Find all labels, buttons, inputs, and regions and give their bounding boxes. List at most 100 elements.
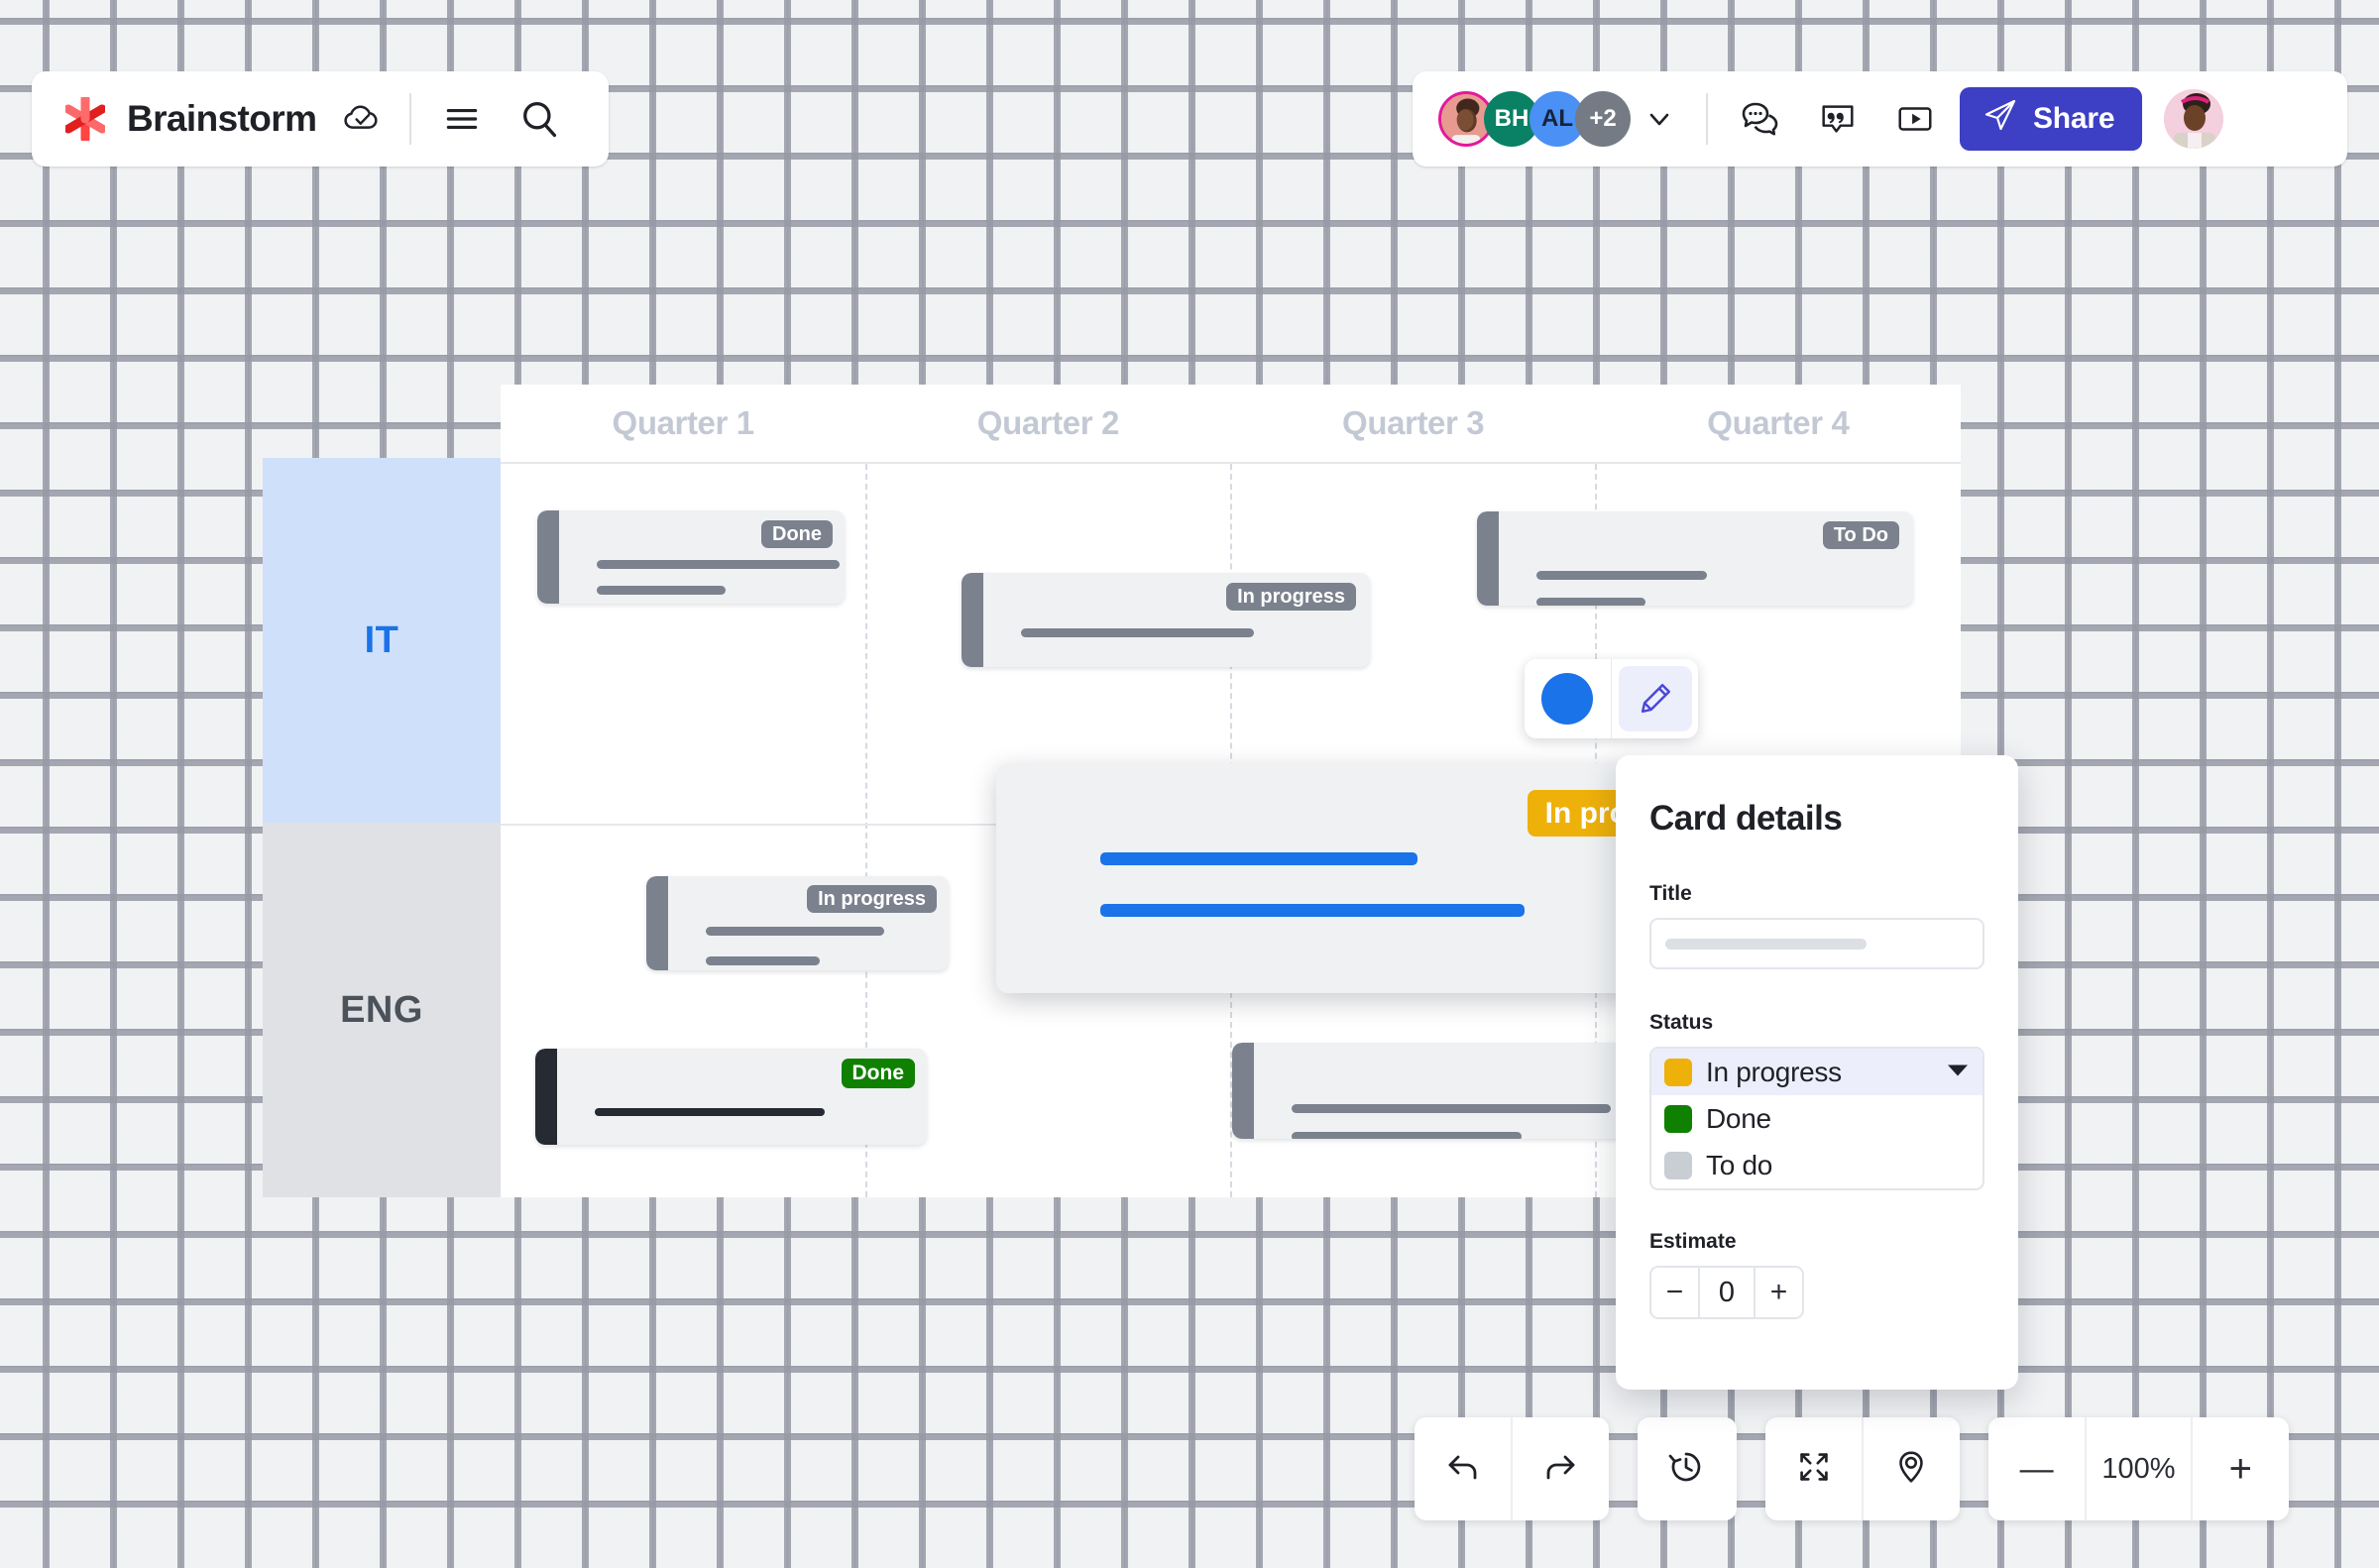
card-accent-bar: [537, 510, 559, 604]
board-card[interactable]: In progress: [962, 573, 1370, 667]
chevron-down-icon[interactable]: [1646, 106, 1672, 132]
swimlane-label-text: IT: [364, 618, 399, 661]
header-divider: [1706, 93, 1708, 145]
map-pin-button[interactable]: [1864, 1417, 1960, 1520]
status-option-label: To do: [1706, 1149, 1772, 1180]
card-text-line: [706, 927, 884, 936]
board-column-header: Quarter 3: [1231, 385, 1596, 462]
avatar-overflow-count[interactable]: +2: [1575, 91, 1631, 147]
undo-button[interactable]: [1415, 1417, 1511, 1520]
edit-card-button[interactable]: [1612, 659, 1698, 738]
avatar-initials[interactable]: AL: [1529, 91, 1585, 147]
board-card[interactable]: To Do: [1477, 511, 1913, 606]
redo-arrow-icon: [1538, 1445, 1582, 1494]
cloud-saved-icon: [340, 98, 382, 140]
swimlane-label-it[interactable]: IT: [263, 458, 501, 823]
board-card[interactable]: [1232, 1043, 1629, 1139]
card-text-line: [1100, 904, 1525, 917]
swimlane-label-text: ENG: [340, 988, 423, 1031]
card-accent-bar: [1232, 1043, 1254, 1139]
card-text-line: [1536, 571, 1707, 580]
app-header-left: Brainstorm: [32, 71, 609, 167]
card-text-line: [1536, 598, 1645, 606]
current-user-avatar[interactable]: [2164, 89, 2224, 149]
card-accent-bar: [535, 1049, 557, 1145]
paper-plane-icon: [1983, 98, 2017, 140]
board-column-headers: Quarter 1 Quarter 2 Quarter 3 Quarter 4: [501, 385, 1961, 464]
board-column-header: Quarter 1: [501, 385, 865, 462]
board-column-header: Quarter 2: [865, 385, 1230, 462]
toolbar-divider: [1862, 1417, 1864, 1520]
column-divider: [865, 464, 867, 1197]
card-text-line: [706, 956, 820, 965]
column-label: Quarter 3: [1342, 404, 1485, 441]
title-field-label: Title: [1649, 882, 1692, 905]
fit-to-screen-button[interactable]: [1765, 1417, 1862, 1520]
selected-board-card[interactable]: In progress: [996, 763, 1641, 993]
collaborator-avatars[interactable]: BH AL +2: [1438, 91, 1631, 147]
toolbar-divider: [2191, 1417, 2193, 1520]
card-text-line: [595, 1108, 825, 1116]
zoom-out-button[interactable]: —: [1988, 1417, 2085, 1520]
card-text-line: [1100, 852, 1417, 865]
status-option-label: Done: [1706, 1102, 1771, 1134]
app-header-right: BH AL +2: [1413, 71, 2347, 167]
title-input[interactable]: [1649, 918, 1984, 969]
status-option-done[interactable]: Done: [1651, 1095, 1982, 1142]
undo-redo-group: [1415, 1417, 1609, 1520]
zoom-out-label: —: [2019, 1450, 2054, 1488]
card-accent-bar: [646, 876, 668, 970]
estimate-increment-button[interactable]: +: [1769, 1276, 1788, 1308]
status-field-label: Status: [1649, 1011, 1714, 1034]
share-button[interactable]: Share: [1960, 87, 2143, 151]
color-swatch-button[interactable]: [1525, 659, 1611, 738]
search-icon[interactable]: [516, 96, 562, 142]
column-label: Quarter 1: [612, 404, 755, 441]
status-badge: Done: [841, 1059, 915, 1088]
toolbar-divider: [1511, 1417, 1513, 1520]
asterisk-logo-icon[interactable]: [63, 94, 107, 144]
status-option-in-progress[interactable]: In progress: [1651, 1049, 1982, 1095]
card-text-line: [597, 586, 726, 595]
card-text-line: [597, 560, 840, 569]
zoom-in-label: +: [2228, 1447, 2252, 1491]
panel-heading: Card details: [1649, 799, 1843, 838]
undo-arrow-icon: [1441, 1445, 1485, 1494]
avatar-initials-text: BH: [1494, 105, 1529, 132]
avatar-overflow-text: +2: [1589, 105, 1617, 132]
card-quick-toolbar: [1525, 659, 1698, 738]
status-option-to-do[interactable]: To do: [1651, 1142, 1982, 1188]
pencil-edit-icon: [1618, 666, 1692, 731]
estimate-field-label: Estimate: [1649, 1230, 1737, 1253]
comments-icon[interactable]: [1738, 96, 1783, 142]
header-divider: [409, 93, 412, 145]
card-text-line: [1292, 1132, 1522, 1139]
zoom-group: — 100% +: [1988, 1417, 2289, 1520]
hamburger-menu-icon[interactable]: [439, 96, 485, 142]
board-column-header: Quarter 4: [1596, 385, 1961, 462]
board-card[interactable]: Done: [535, 1049, 927, 1145]
avatar-initials-text: AL: [1541, 105, 1573, 132]
status-badge: Done: [761, 520, 833, 548]
estimate-value: 0: [1698, 1268, 1756, 1317]
status-select[interactable]: In progress Done To do: [1649, 1047, 1984, 1190]
redo-button[interactable]: [1513, 1417, 1609, 1520]
sticky-quote-icon[interactable]: [1815, 96, 1861, 142]
video-play-icon[interactable]: [1892, 96, 1938, 142]
card-text-line: [1021, 628, 1254, 637]
zoom-level-value[interactable]: 100%: [2101, 1452, 2176, 1485]
column-label: Quarter 2: [976, 404, 1120, 441]
fit-to-screen-icon: [1793, 1446, 1835, 1493]
caret-down-icon[interactable]: [1947, 1063, 1969, 1081]
color-swatch-blue: [1541, 673, 1594, 725]
status-color-swatch: [1664, 1151, 1692, 1179]
board-card[interactable]: Done: [537, 510, 845, 604]
estimate-decrement-button[interactable]: −: [1665, 1276, 1684, 1308]
swimlane-label-eng[interactable]: ENG: [263, 823, 501, 1197]
status-color-swatch: [1664, 1104, 1692, 1133]
estimate-stepper: − 0 +: [1649, 1266, 1804, 1319]
version-history-button[interactable]: [1638, 1417, 1735, 1520]
map-pin-icon: [1890, 1446, 1932, 1493]
zoom-in-button[interactable]: +: [2193, 1417, 2289, 1520]
board-card[interactable]: In progress: [646, 876, 949, 970]
